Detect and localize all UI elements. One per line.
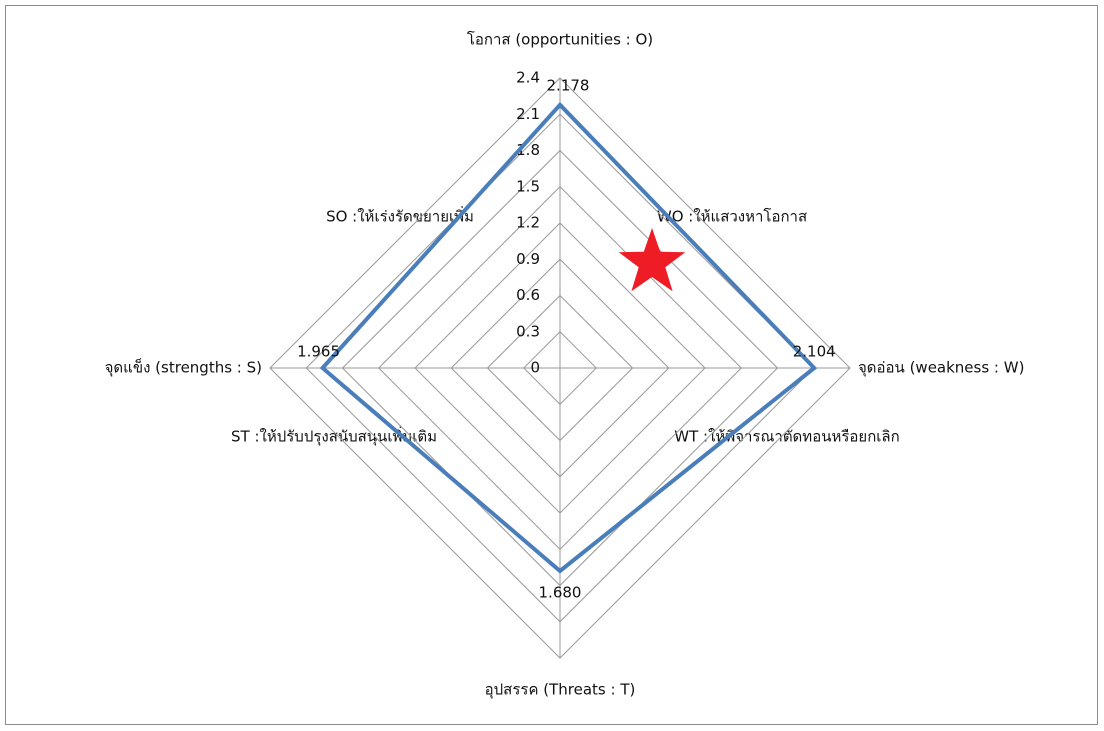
quadrant-label: ST :ให้ปรับปรุงสนับสนุนเพิ่มเติม (231, 426, 437, 447)
quadrant-label: WO :ให้แสวงหาโอกาส (657, 208, 807, 226)
tick-label: 0.3 (516, 322, 540, 340)
category-label: จุดแข็ง (strengths : S) (105, 358, 262, 378)
tick-label: 2.1 (516, 105, 540, 123)
chart-border (5, 5, 1098, 725)
tick-label: 1.5 (516, 177, 540, 195)
category-label: โอกาส (opportunities : O) (467, 31, 653, 49)
category-label: จุดอ่อน (weakness : W) (858, 359, 1024, 378)
category-label: อุปสรรค (Threats : T) (485, 681, 636, 700)
tick-label: 0 (530, 359, 540, 377)
data-label: 2.104 (793, 343, 836, 361)
tick-label: 2.4 (516, 69, 540, 87)
quadrant-label: SO :ให้เร่งรัดขยายเพิ่ม (326, 206, 474, 226)
tick-label: 1.2 (516, 214, 540, 232)
series-line (319, 101, 818, 574)
tick-label: 0.6 (516, 286, 540, 304)
quadrant-label: WT :ให้พิจารณาตัดทอนหรือยกเลิก (674, 428, 899, 446)
tick-label: 0.9 (516, 250, 540, 268)
star-marker (618, 228, 686, 292)
data-label: 1.680 (539, 584, 582, 602)
data-label: 2.178 (547, 76, 590, 94)
data-label: 1.965 (297, 343, 340, 361)
